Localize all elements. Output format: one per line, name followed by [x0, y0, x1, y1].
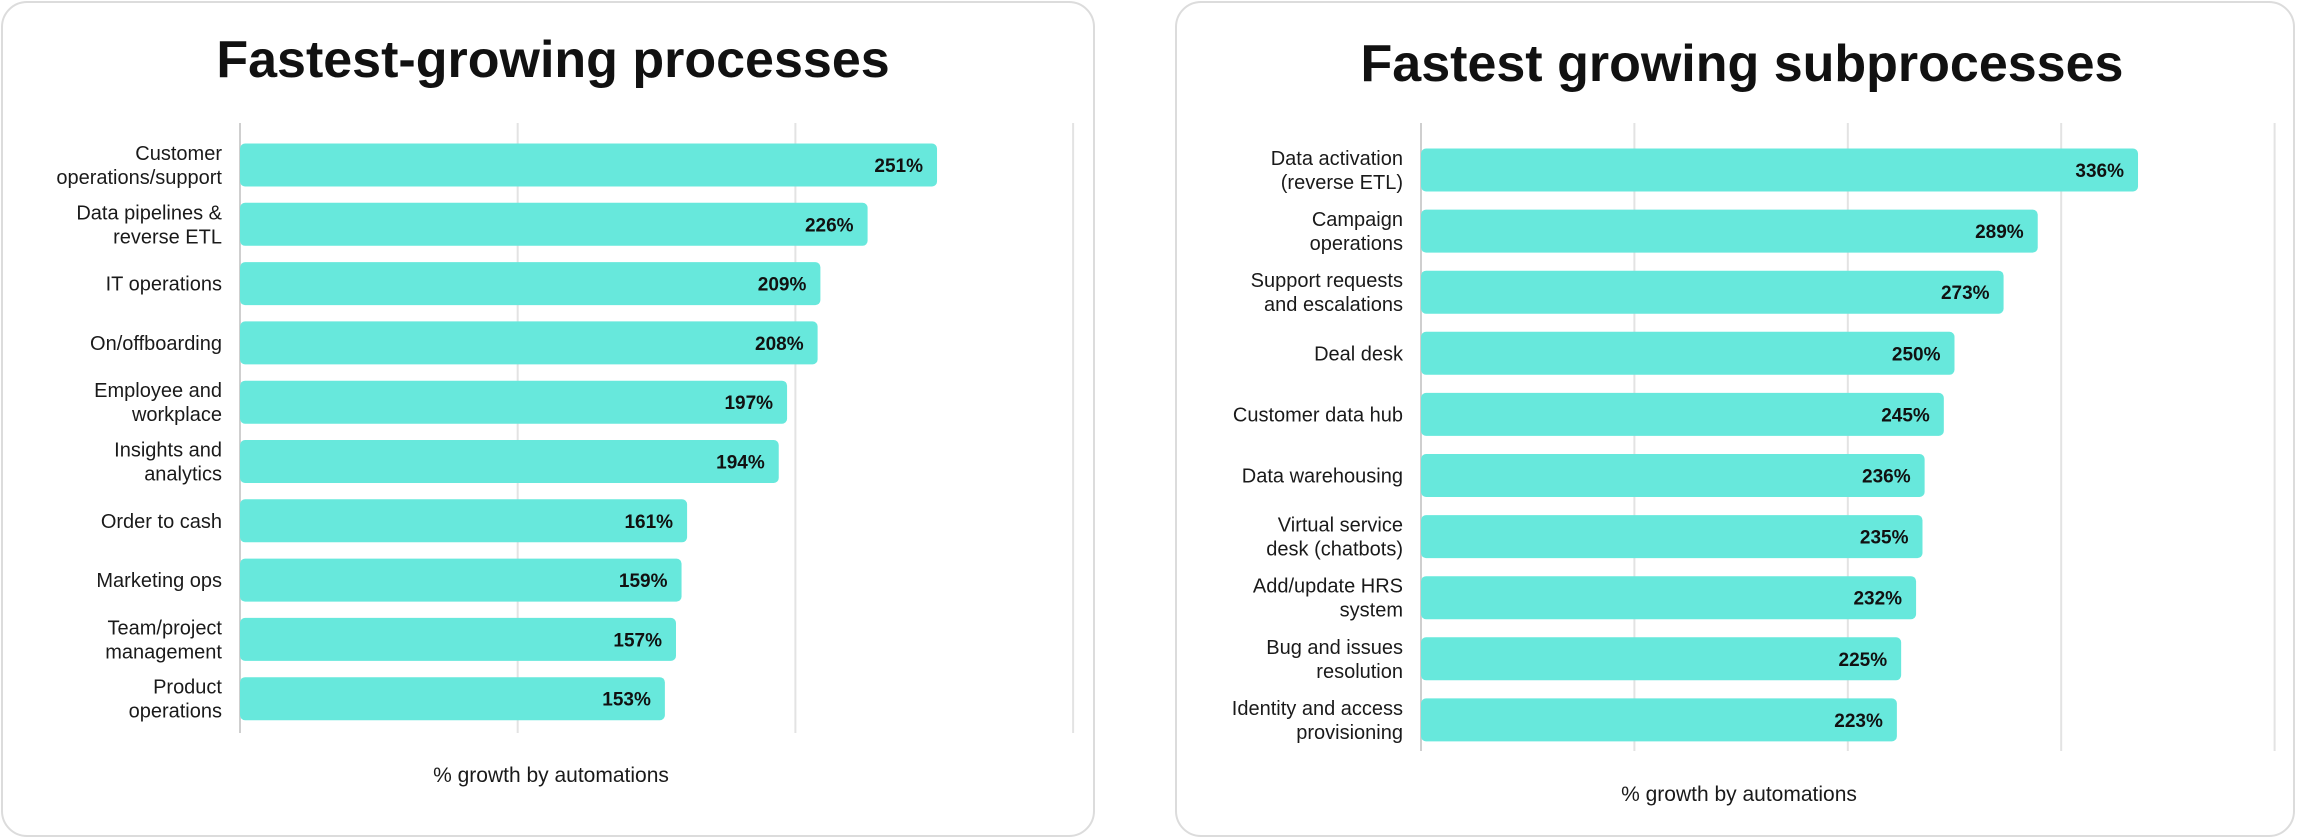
subprocesses-category-label: Data activation (reverse ETL) — [1271, 148, 1403, 194]
subprocesses-value-label: 232% — [1853, 589, 1902, 610]
processes-value-label: 153% — [602, 690, 651, 711]
subprocesses-value-label: 236% — [1862, 467, 1911, 488]
processes-bar — [240, 440, 779, 483]
processes-x-axis-label: % growth by automations — [433, 764, 669, 787]
chart-panel-subprocesses: Fastest growing subprocesses 336% Data act… — [1175, 1, 2295, 837]
subprocesses-bar — [1421, 515, 1923, 559]
subprocesses-value-label: 273% — [1941, 283, 1990, 304]
subprocesses-value-label: 235% — [1860, 528, 1909, 549]
subprocesses-bar — [1421, 270, 2004, 314]
subprocesses-category-label: Add/update HRS system — [1253, 576, 1403, 622]
subprocesses-value-label: 289% — [1975, 222, 2024, 243]
processes-bar — [240, 380, 788, 424]
processes-value-label: 209% — [758, 275, 807, 296]
subprocesses-category-label: Support requests and escalations — [1251, 270, 1403, 316]
processes-bar — [240, 558, 682, 602]
processes-category-label: Data pipelines & reverse ETL — [76, 202, 222, 248]
processes-title: Fastest-growing processes — [216, 31, 889, 89]
processes-value-label: 208% — [755, 334, 804, 355]
subprocesses-category-label: Virtual service desk (chatbots) — [1266, 515, 1403, 561]
subprocesses-value-label: 336% — [2075, 161, 2124, 182]
subprocesses-value-label: 225% — [1839, 650, 1888, 671]
chart-subprocesses: Fastest growing subprocesses 336% Data act… — [1232, 35, 2276, 806]
processes-value-label: 159% — [619, 571, 668, 592]
subprocesses-bar — [1421, 148, 2139, 192]
processes-category-label: IT operations — [106, 274, 222, 296]
processes-category-label: On/offboarding — [90, 333, 222, 355]
subprocesses-category-label: Customer data hub — [1233, 404, 1403, 426]
subprocesses-bar — [1421, 209, 2038, 253]
subprocesses-bar — [1421, 454, 1925, 497]
subprocesses-value-label: 223% — [1834, 711, 1883, 732]
processes-value-label: 194% — [716, 453, 765, 474]
subprocesses-bar — [1421, 698, 1897, 742]
subprocesses-category-label: Campaign operations — [1310, 209, 1403, 255]
processes-category-label: Customer operations/support — [56, 143, 222, 189]
subprocesses-category-label: Deal desk — [1314, 343, 1404, 365]
processes-bar — [240, 202, 868, 246]
processes-bar — [240, 262, 821, 306]
processes-bar — [240, 143, 938, 187]
processes-category-label: Product operations — [129, 677, 223, 723]
subprocesses-value-label: 245% — [1881, 405, 1930, 426]
processes-value-label: 157% — [613, 630, 662, 651]
subprocesses-bar — [1421, 392, 1944, 436]
subprocesses-title: Fastest growing subprocesses — [1361, 35, 2124, 93]
processes-category-label: Employee and workplace — [94, 380, 222, 426]
processes-bar — [240, 499, 688, 543]
processes-value-label: 197% — [724, 393, 773, 414]
chart-processes: Fastest-growing processes 251% Customer ope… — [56, 31, 1075, 787]
processes-value-label: 251% — [874, 156, 923, 177]
subprocesses-x-axis-label: % growth by automations — [1621, 783, 1857, 806]
subprocesses-category-label: Data warehousing — [1242, 466, 1403, 488]
subprocesses-value-label: 250% — [1892, 344, 1941, 365]
processes-category-label: Order to cash — [101, 511, 222, 533]
processes-category-label: Insights and analytics — [114, 440, 222, 486]
processes-bar — [240, 321, 818, 365]
processes-bar — [240, 677, 665, 721]
subprocesses-bar — [1421, 331, 1955, 375]
subprocesses-bar — [1421, 637, 1902, 681]
processes-category-label: Team/project management — [105, 617, 222, 663]
processes-bar — [240, 617, 676, 661]
subprocesses-category-label: Identity and access provisioning — [1232, 698, 1403, 744]
subprocesses-category-label: Bug and issues resolution — [1266, 637, 1403, 683]
processes-value-label: 161% — [624, 512, 673, 533]
processes-category-label: Marketing ops — [96, 570, 222, 592]
processes-value-label: 226% — [805, 215, 854, 236]
chart-panel-processes: Fastest-growing processes 251% Customer ope… — [1, 1, 1095, 837]
subprocesses-bar — [1421, 576, 1917, 620]
